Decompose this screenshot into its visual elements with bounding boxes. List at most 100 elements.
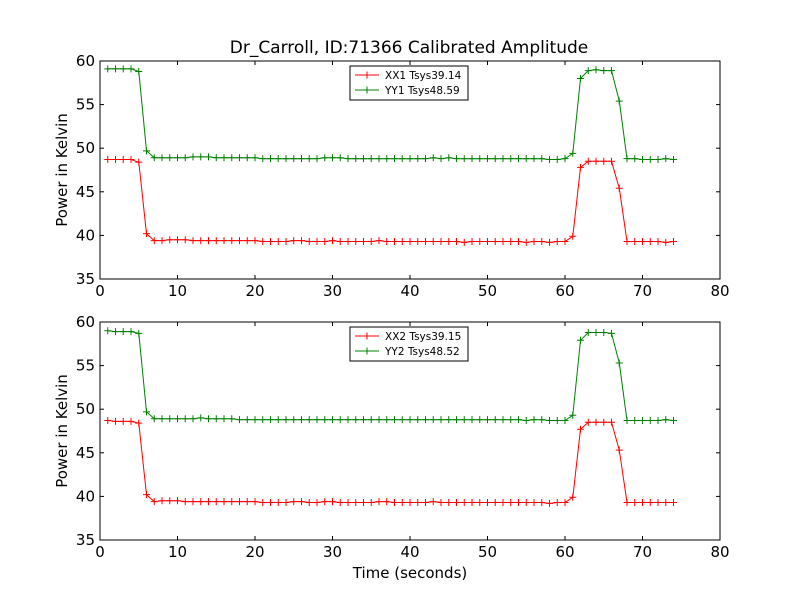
data-point <box>546 238 553 246</box>
data-point <box>352 416 360 424</box>
data-point <box>414 499 422 507</box>
data-point <box>460 238 468 246</box>
data-point <box>189 415 197 423</box>
data-point <box>197 153 205 161</box>
y-axis-label: Power in Kelvin <box>53 374 71 488</box>
data-point <box>267 238 274 246</box>
data-point <box>592 418 600 426</box>
data-point <box>460 155 468 163</box>
data-point <box>104 327 112 335</box>
data-point <box>391 238 398 246</box>
data-point <box>274 238 282 246</box>
data-point <box>507 238 515 246</box>
data-point <box>367 499 375 507</box>
data-point <box>150 237 158 245</box>
data-point <box>197 414 205 422</box>
data-point <box>127 65 135 73</box>
data-point <box>429 238 437 246</box>
data-point <box>422 155 429 163</box>
x-tick-label: 50 <box>478 543 497 561</box>
data-point <box>553 417 561 425</box>
data-point <box>251 498 259 506</box>
data-point <box>119 65 127 73</box>
data-point <box>476 499 484 507</box>
data-point <box>305 416 313 424</box>
data-point <box>329 416 336 424</box>
data-point <box>135 158 143 166</box>
legend-box <box>349 326 469 362</box>
data-point <box>491 499 499 507</box>
data-point <box>615 446 623 454</box>
data-point <box>437 416 445 424</box>
data-point <box>321 154 329 162</box>
data-point <box>298 416 305 424</box>
data-point <box>243 154 251 162</box>
data-point <box>615 97 623 105</box>
data-point <box>468 155 476 163</box>
data-point <box>569 493 577 501</box>
data-point <box>639 156 646 164</box>
data-point <box>259 238 267 246</box>
data-point <box>460 499 468 507</box>
legend-marker <box>363 347 371 355</box>
data-point <box>313 155 321 163</box>
data-point <box>243 498 251 506</box>
data-point <box>437 155 445 163</box>
data-point <box>329 237 336 245</box>
data-point <box>476 238 484 246</box>
x-tick-label: 10 <box>168 543 187 561</box>
data-point <box>592 66 600 74</box>
data-point <box>220 154 228 162</box>
data-point <box>212 237 220 245</box>
data-point <box>181 154 189 162</box>
data-point <box>259 416 267 424</box>
data-point <box>406 155 414 163</box>
data-point <box>274 416 282 424</box>
data-point <box>104 65 112 73</box>
data-point <box>228 415 236 423</box>
data-point <box>166 415 174 423</box>
data-point <box>119 328 127 336</box>
data-point <box>631 238 639 246</box>
data-point <box>158 497 166 505</box>
data-point <box>445 416 453 424</box>
data-point <box>251 154 259 162</box>
data-point <box>499 416 507 424</box>
data-point <box>150 154 158 162</box>
legend-entry: XX2 Tsys39.15 <box>385 331 461 343</box>
data-point <box>546 417 553 425</box>
data-point <box>375 498 383 506</box>
data-point <box>135 329 143 337</box>
data-point <box>205 237 212 245</box>
data-point <box>662 499 670 507</box>
data-point <box>119 417 127 425</box>
x-tick-label: 0 <box>95 282 105 300</box>
data-point <box>290 155 298 163</box>
data-point <box>592 328 600 336</box>
data-point <box>360 416 367 424</box>
data-point <box>336 416 344 424</box>
data-point <box>623 155 631 163</box>
data-point <box>522 238 530 246</box>
data-point <box>484 416 491 424</box>
data-point <box>383 416 391 424</box>
data-point <box>236 498 243 506</box>
data-point <box>484 499 491 507</box>
data-point <box>437 238 445 246</box>
data-point <box>321 498 329 506</box>
data-point <box>538 416 546 424</box>
data-point <box>305 499 313 507</box>
data-point <box>592 157 600 165</box>
data-point <box>267 499 274 507</box>
data-point <box>600 328 608 336</box>
data-point <box>584 328 592 336</box>
data-point <box>282 499 290 507</box>
data-point <box>158 415 166 423</box>
data-point <box>600 67 608 75</box>
data-point <box>375 416 383 424</box>
x-tick-label: 20 <box>245 543 264 561</box>
data-point <box>453 238 460 246</box>
data-point <box>267 155 274 163</box>
data-point <box>530 238 538 246</box>
data-point <box>181 236 189 244</box>
